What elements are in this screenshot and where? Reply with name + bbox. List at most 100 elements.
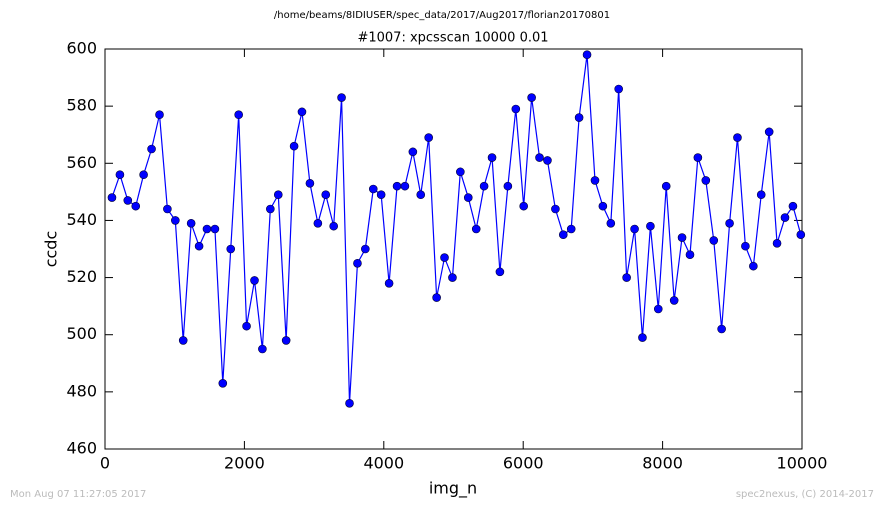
data-point — [780, 213, 790, 222]
footer-left: Mon Aug 07 11:27:05 2017 — [10, 489, 146, 500]
data-point — [527, 93, 536, 102]
data-point — [186, 218, 196, 228]
data-point — [590, 176, 600, 185]
data-point — [266, 204, 275, 214]
data-point — [717, 324, 726, 334]
data-point — [202, 224, 212, 234]
data-point — [305, 178, 315, 188]
y-tick-label: 460 — [66, 439, 97, 458]
data-point — [756, 190, 766, 200]
data-point — [131, 201, 141, 211]
x-tick-label: 0 — [100, 454, 110, 473]
x-tick-label: 2000 — [224, 454, 265, 473]
data-point — [693, 153, 703, 162]
data-point — [463, 193, 473, 202]
data-point — [313, 218, 323, 228]
data-point — [337, 93, 346, 102]
footer-right: spec2nexus, (C) 2014-2017 — [736, 489, 874, 500]
x-tick-label: 10000 — [777, 454, 828, 473]
y-tick-label: 520 — [66, 267, 97, 286]
data-point — [368, 184, 378, 194]
y-tick-label: 580 — [66, 96, 97, 115]
data-point — [210, 224, 220, 234]
data-point — [178, 336, 188, 345]
data-point — [258, 344, 267, 354]
data-point — [115, 170, 125, 180]
data-point — [400, 181, 410, 191]
data-point — [376, 190, 386, 200]
data-point — [677, 233, 687, 242]
plot-frame — [104, 48, 803, 450]
data-point — [653, 304, 663, 314]
data-point — [289, 141, 299, 151]
data-point — [242, 321, 251, 331]
data-point — [440, 253, 449, 262]
data-point — [361, 244, 370, 254]
data-point — [408, 147, 418, 157]
series-line — [111, 54, 802, 404]
data-point — [273, 190, 283, 200]
data-point — [155, 110, 164, 120]
data-point — [321, 190, 331, 200]
data-point — [582, 50, 592, 60]
x-tick-label: 6000 — [503, 454, 544, 473]
data-point — [234, 110, 243, 120]
data-point — [598, 201, 608, 211]
data-point — [685, 250, 695, 260]
data-point — [796, 230, 806, 240]
data-point — [725, 218, 734, 228]
data-point — [606, 218, 616, 228]
y-tick-label: 500 — [66, 324, 97, 343]
data-point — [495, 267, 505, 277]
x-axis-label: img_n — [429, 479, 477, 499]
data-point — [297, 107, 307, 117]
data-point — [487, 153, 497, 162]
data-point — [424, 133, 433, 142]
data-point — [471, 224, 481, 234]
data-point — [535, 153, 544, 162]
data-point — [511, 104, 521, 114]
data-point — [701, 176, 711, 185]
data-point — [432, 293, 441, 302]
data-point — [630, 224, 639, 234]
data-point — [345, 398, 354, 408]
data-point — [519, 201, 528, 211]
data-point — [384, 278, 394, 288]
data-point — [749, 261, 758, 271]
y-tick-label: 600 — [66, 39, 97, 58]
data-point — [329, 221, 338, 231]
x-tick-label: 8000 — [642, 454, 683, 473]
data-point — [107, 193, 117, 202]
data-point — [638, 333, 647, 342]
data-point — [353, 258, 362, 268]
data-point — [646, 221, 655, 231]
data-point — [123, 196, 133, 205]
data-point — [448, 273, 457, 282]
data-point — [139, 170, 148, 180]
data-point — [543, 156, 552, 165]
y-axis-label: ccdc — [42, 231, 61, 268]
data-point — [194, 241, 204, 251]
data-point — [622, 273, 631, 282]
data-point — [551, 204, 560, 214]
data-point — [566, 224, 576, 234]
data-point — [669, 296, 679, 305]
suptitle: /home/beams/8IDIUSER/spec_data/2017/Aug2… — [274, 10, 610, 21]
data-point — [558, 230, 568, 240]
data-point — [226, 244, 236, 254]
data-point — [574, 113, 584, 122]
data-point — [661, 181, 671, 191]
y-tick-label: 560 — [66, 153, 97, 172]
data-point — [147, 144, 156, 154]
data-point — [614, 84, 623, 94]
data-point — [456, 167, 465, 177]
y-tick-label: 540 — [66, 210, 97, 229]
y-tick-label: 480 — [66, 381, 97, 400]
data-point — [171, 216, 180, 225]
data-point — [392, 181, 402, 191]
data-point — [764, 127, 774, 137]
data-point — [218, 378, 228, 388]
data-point — [709, 236, 719, 245]
data-point — [163, 204, 172, 214]
